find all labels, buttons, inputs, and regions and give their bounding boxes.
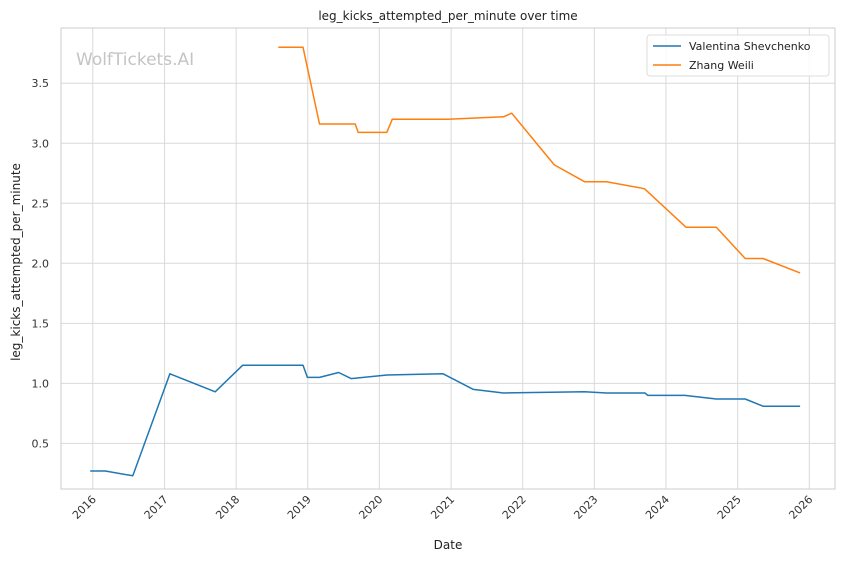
y-axis-label: leg_kicks_attempted_per_minute: [9, 163, 23, 361]
legend-box: [646, 34, 830, 77]
y-tick-label: 2.5: [32, 197, 50, 210]
y-tick-label: 1.5: [32, 317, 50, 330]
series-line-1: [278, 46, 801, 274]
watermark: WolfTickets.AI: [76, 50, 194, 70]
grid: [61, 28, 835, 489]
y-tick-label: 2.0: [32, 257, 50, 270]
y-tick-label: 3.0: [32, 137, 50, 150]
legend: Valentina Shevchenko Zhang Weili: [646, 34, 830, 77]
plot-frame: [60, 27, 836, 490]
y-tick-label: 1.0: [32, 377, 50, 390]
x-axis-label: Date: [434, 538, 463, 552]
legend-label: Zhang Weili: [689, 59, 754, 72]
y-tick-label: 3.5: [32, 77, 50, 90]
series-line-0: [90, 364, 801, 477]
axes-frame: [60, 27, 836, 490]
legend-label: Valentina Shevchenko: [689, 40, 811, 53]
chart-title: leg_kicks_attempted_per_minute over time: [318, 9, 577, 23]
series-lines: [90, 46, 801, 477]
y-tick-label: 0.5: [32, 437, 50, 450]
y-tick-labels: 0.5 1.0 1.5 2.0 2.5 3.0 3.5: [32, 77, 50, 450]
